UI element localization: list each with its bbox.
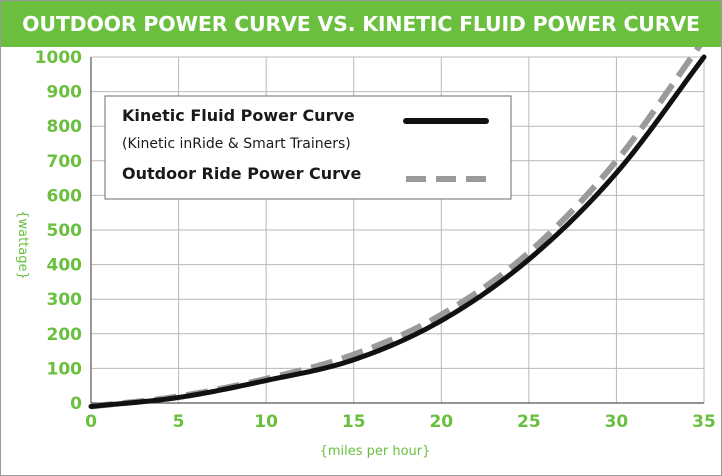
y-tick-label-200: 200 (47, 325, 83, 345)
series-lines (88, 47, 707, 410)
chart-title: OUTDOOR POWER CURVE VS. KINETIC FLUID PO… (1, 1, 721, 47)
y-tick-label-400: 400 (47, 256, 83, 276)
legend-label-kinetic: Kinetic Fluid Power Curve (122, 106, 355, 125)
x-tick-label-30: 30 (605, 412, 629, 432)
x-tick-label-20: 20 (429, 412, 453, 432)
legend: Kinetic Fluid Power Curve (Kinetic inRid… (104, 95, 512, 200)
x-tick-label-0: 0 (85, 412, 97, 432)
tick-labels: 0 100 200 300 400 500 600 700 800 900 1000 0 5 10 15 20… (35, 48, 716, 432)
y-axis-label: {wattage} (15, 210, 30, 280)
x-tick-label-15: 15 (342, 412, 366, 432)
y-tick-label-100: 100 (47, 359, 83, 379)
x-tick-label-5: 5 (173, 412, 185, 432)
x-axis-label: {miles per hour} (320, 444, 431, 459)
y-tick-label-0: 0 (70, 394, 82, 414)
series-line-kinetic (88, 54, 707, 409)
y-tick-label-800: 800 (47, 117, 83, 137)
legend-note-kinetic: (Kinetic inRide & Smart Trainers) (122, 136, 351, 152)
y-tick-label-600: 600 (47, 186, 83, 206)
legend-label-outdoor: Outdoor Ride Power Curve (122, 164, 361, 183)
power-curve-chart: 0 100 200 300 400 500 600 700 800 900 1000 0 5 10 15 20… (15, 47, 716, 459)
y-tick-label-700: 700 (47, 152, 83, 172)
y-tick-label-300: 300 (47, 290, 83, 310)
axes (90, 57, 704, 404)
y-tick-label-1000: 1000 (35, 48, 82, 68)
y-tick-label-900: 900 (47, 83, 83, 103)
x-tick-label-35: 35 (692, 412, 716, 432)
x-tick-label-10: 10 (254, 412, 278, 432)
y-tick-label-500: 500 (47, 221, 83, 241)
x-tick-label-25: 25 (517, 412, 541, 432)
